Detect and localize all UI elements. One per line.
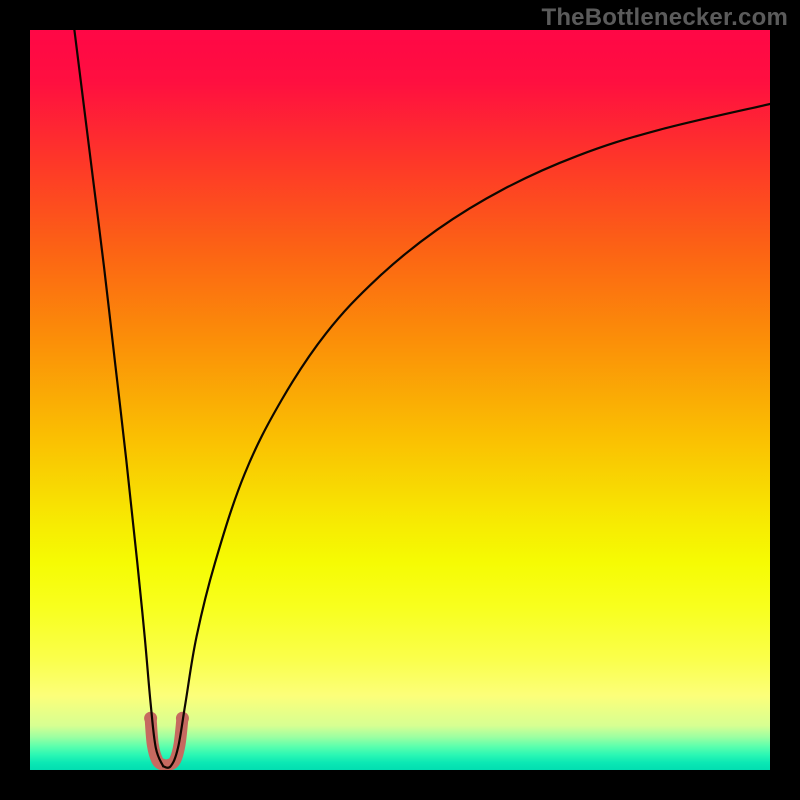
bottleneck-chart (0, 0, 800, 800)
gradient-panel (30, 30, 770, 770)
chart-stage: TheBottlenecker.com (0, 0, 800, 800)
